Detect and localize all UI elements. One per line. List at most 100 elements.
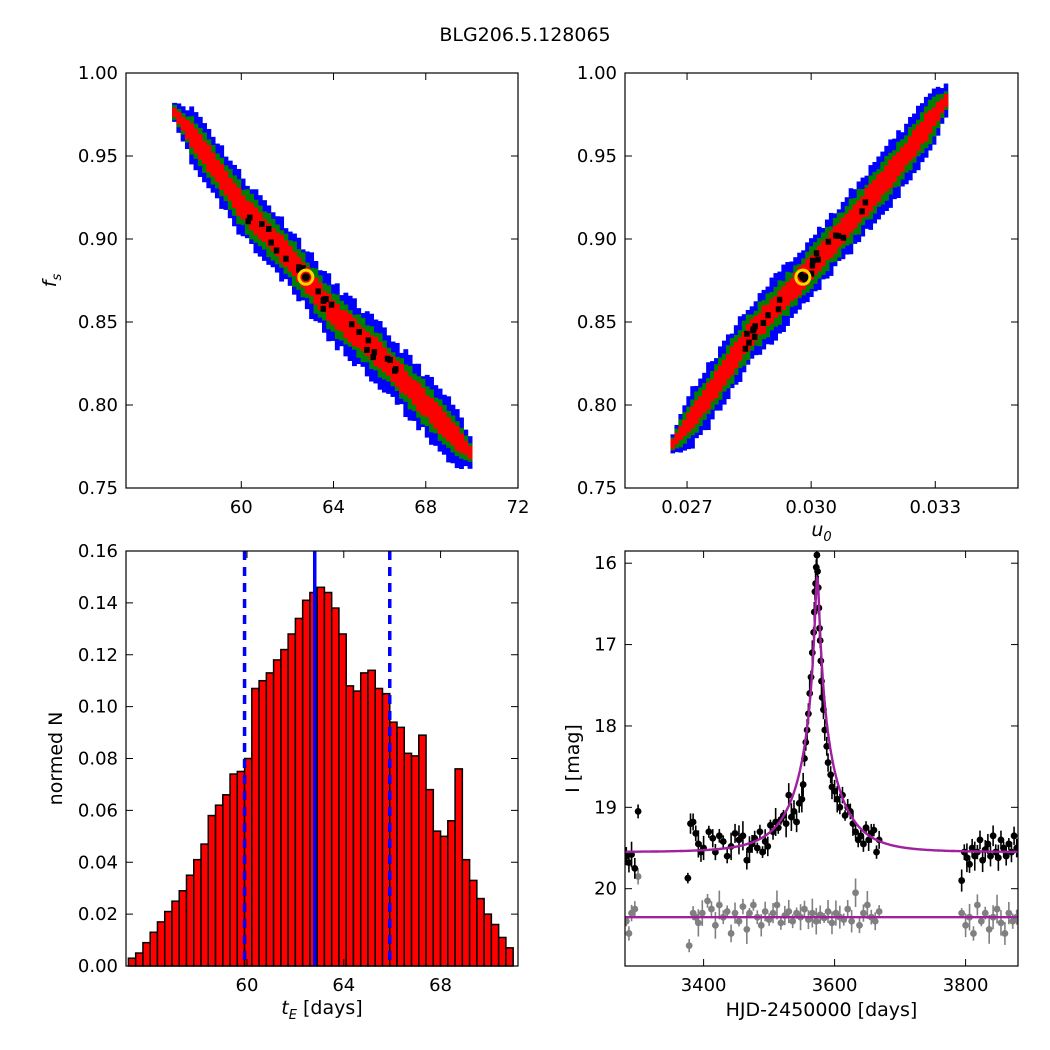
data-point	[865, 836, 873, 844]
confidence-cell	[172, 107, 177, 118]
confidence-cell	[769, 299, 775, 324]
confidence-cell	[184, 119, 190, 140]
confidence-cell	[859, 208, 865, 215]
data-point	[860, 909, 867, 917]
data-point	[757, 921, 765, 929]
confidence-cell	[244, 200, 250, 224]
histogram-bar	[193, 858, 202, 967]
confidence-cell	[245, 218, 252, 225]
y-tick-label: 0.75	[577, 478, 617, 499]
data-point	[684, 874, 692, 882]
y-tick-label: 1.00	[577, 63, 617, 84]
confidence-cell	[674, 432, 680, 445]
histogram-bar	[454, 768, 464, 967]
y-tick-label: 0.02	[78, 904, 118, 925]
data-point	[787, 813, 795, 821]
data-point	[769, 909, 777, 917]
confidence-cell	[446, 417, 452, 442]
histogram-bar	[367, 669, 376, 967]
x-axis-label: u0	[811, 519, 831, 545]
data-point	[1013, 844, 1018, 852]
data-point	[634, 873, 642, 880]
histogram-bar	[403, 752, 413, 967]
histogram-bar	[178, 890, 188, 967]
data-point	[813, 551, 821, 559]
data-point	[1001, 930, 1009, 937]
histogram-bar	[447, 820, 456, 967]
x-tick-label: 0.033	[909, 497, 961, 518]
confidence-cell	[377, 341, 383, 369]
confidence-cell	[856, 200, 862, 223]
confidence-cell	[274, 232, 280, 257]
histogram-bar	[316, 586, 326, 967]
data-point	[1002, 852, 1010, 860]
confidence-cell	[923, 113, 929, 142]
data-point	[735, 917, 743, 925]
confidence-cell	[287, 246, 293, 272]
confidence-cell	[904, 143, 909, 165]
confidence-cell	[884, 165, 889, 192]
confidence-cell	[240, 195, 246, 220]
confidence-cell	[334, 303, 340, 330]
data-point	[966, 860, 973, 868]
confidence-cell	[725, 354, 731, 380]
confidence-cell	[387, 357, 394, 364]
data-point	[1005, 840, 1013, 848]
data-series	[625, 868, 1018, 953]
data-point	[743, 925, 751, 933]
confidence-cell	[872, 179, 878, 206]
confidence-cell	[781, 286, 786, 311]
histogram-bar	[229, 773, 239, 967]
confidence-cell	[927, 110, 933, 134]
confidence-cell	[300, 265, 306, 272]
plot-area	[625, 551, 1018, 953]
confidence-cell	[690, 406, 695, 429]
confidence-cell	[424, 395, 430, 418]
confidence-cell	[180, 117, 186, 131]
data-point	[1005, 909, 1013, 917]
y-tick-label: 20	[594, 879, 617, 900]
confidence-cell	[751, 333, 758, 340]
x-axis-label: tE [days]	[281, 997, 362, 1023]
confidence-cell	[360, 328, 366, 352]
data-point	[863, 901, 871, 909]
data-point	[871, 917, 879, 925]
data-point	[799, 781, 807, 788]
confidence-cell	[815, 256, 821, 263]
data-point	[856, 921, 863, 929]
confidence-cell	[347, 314, 353, 343]
confidence-cell	[862, 199, 869, 206]
confidence-cell	[832, 226, 838, 254]
tE-histogram-panel: 60 64 68 0.00 0.02 0.04 0.06 0.08 0.10 0.12 0.14 0.…	[45, 541, 519, 1023]
histogram-bar	[476, 897, 485, 967]
data-point	[970, 930, 977, 937]
histogram-bar	[214, 804, 224, 967]
confidence-cell	[309, 275, 315, 297]
data-point	[812, 917, 820, 925]
confidence-cell	[678, 426, 683, 441]
data-point	[973, 901, 981, 909]
x-tick-label: 3600	[812, 975, 858, 996]
x-tick-label: 64	[322, 497, 345, 518]
data-point	[719, 838, 727, 845]
data-point	[824, 908, 832, 915]
axes-frame	[125, 72, 519, 489]
data-point	[979, 856, 987, 864]
data-point	[989, 832, 997, 840]
confidence-cell	[197, 134, 203, 160]
confidence-cell	[868, 183, 874, 212]
histogram-bar	[418, 734, 427, 967]
confidence-cell	[828, 231, 834, 258]
confidence-cell	[824, 237, 830, 261]
confidence-cell	[773, 296, 779, 318]
confidence-cell	[330, 300, 336, 326]
confidence-cell	[320, 297, 327, 304]
data-point	[773, 901, 781, 909]
confidence-cell	[912, 129, 917, 158]
data-point	[777, 919, 785, 927]
data-point	[689, 818, 697, 826]
data-point	[833, 795, 841, 803]
data-point	[685, 942, 693, 950]
confidence-cell	[840, 217, 846, 244]
